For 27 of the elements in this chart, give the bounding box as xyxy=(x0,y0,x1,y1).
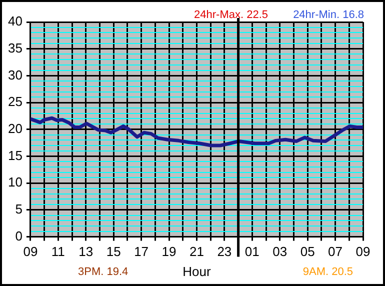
x-tick-label: 15 xyxy=(106,244,121,260)
x-tick-label: 09 xyxy=(23,244,38,260)
y-tick-label: 35 xyxy=(8,40,22,56)
x-tick-label: 05 xyxy=(300,244,315,260)
text: 9AM. 20.5 xyxy=(302,266,353,278)
x-axis-title: Hour xyxy=(182,264,212,279)
x-tick-label: 11 xyxy=(51,244,65,260)
text: 24hr-Max. 22.5 xyxy=(194,9,268,22)
text: 3PM. 19.4 xyxy=(78,266,128,278)
x-tick-label: 19 xyxy=(162,244,176,260)
x-tick-label: 09 xyxy=(356,244,370,260)
x-tick-label: 01 xyxy=(244,244,260,260)
y-tick-label: 30 xyxy=(8,67,22,82)
y-tick-label: 10 xyxy=(8,174,22,190)
y-tick-label: 0 xyxy=(15,228,22,244)
x-tick-label: 17 xyxy=(134,244,149,260)
y-tick-label: 15 xyxy=(8,148,22,163)
y-tick-label: 20 xyxy=(8,120,22,136)
y-tick-label: 5 xyxy=(15,202,22,217)
x-tick-label: 23 xyxy=(217,244,232,260)
x-tick-label: 07 xyxy=(328,244,343,260)
y-tick-label: 25 xyxy=(8,94,22,110)
x-tick-label: 03 xyxy=(272,244,288,260)
text: 24hr-Min. 16.8 xyxy=(293,9,364,22)
x-tick-label: 13 xyxy=(78,244,94,260)
x-tick-label: 21 xyxy=(189,244,204,260)
y-tick-label: 40 xyxy=(8,14,22,29)
